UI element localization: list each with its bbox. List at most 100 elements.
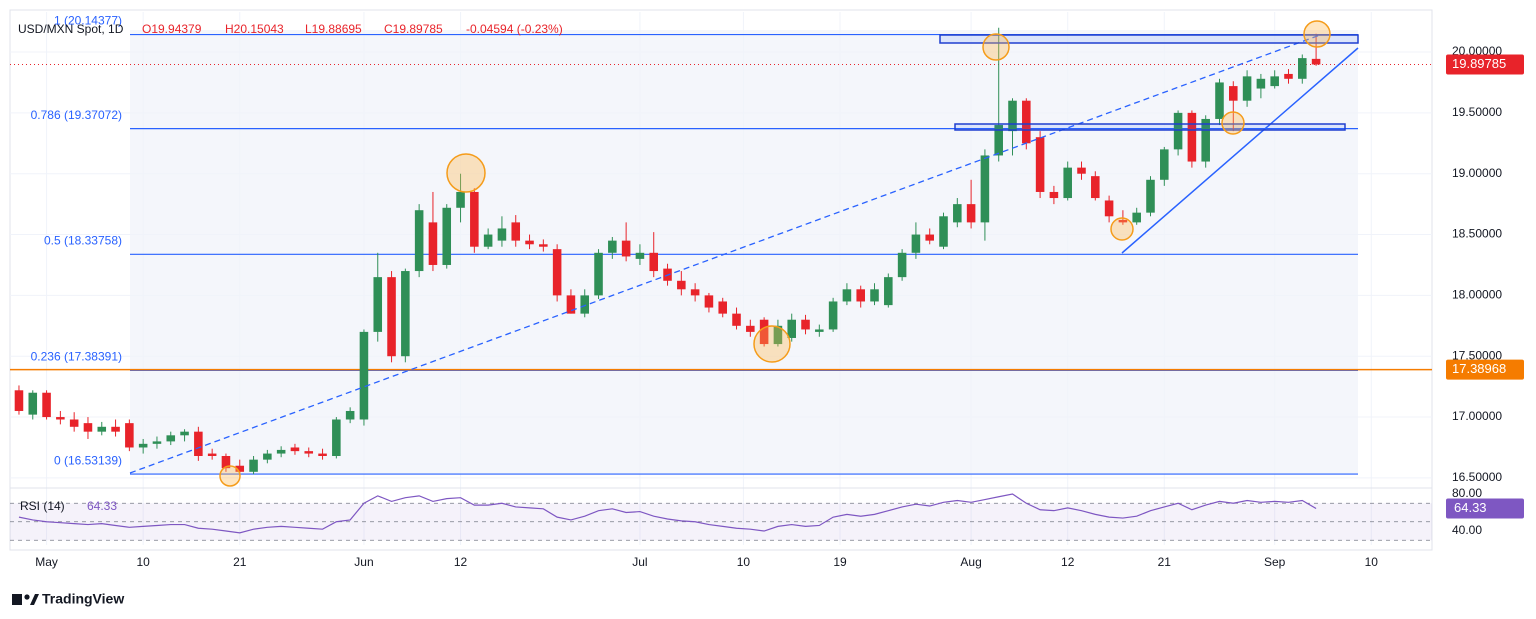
fib-label: 0.5 (18.33758) — [44, 233, 122, 247]
candle-body — [1146, 179, 1155, 213]
candle-body — [138, 443, 148, 448]
x-tick-label: Aug — [960, 555, 981, 569]
candle-body — [483, 234, 493, 247]
rsi-tick-label: 40.00 — [1452, 523, 1482, 537]
candle-body — [42, 392, 51, 418]
candle-body — [828, 301, 838, 330]
candle-body — [1160, 149, 1169, 180]
candle-body — [580, 295, 590, 314]
highlight-circle — [1303, 20, 1331, 48]
candle-body — [442, 207, 452, 265]
candle-body — [994, 125, 1003, 156]
candle-body — [69, 419, 79, 427]
logo-mark — [24, 594, 30, 600]
candle-body — [608, 240, 617, 253]
candle-body — [1270, 76, 1279, 87]
candle-body — [345, 410, 355, 420]
rsi-tick-label: 80.00 — [1452, 486, 1482, 500]
candle-body — [704, 295, 714, 308]
candle-body — [318, 453, 327, 456]
candle-body — [1022, 100, 1031, 144]
candle-body — [718, 301, 728, 314]
candle-body — [263, 453, 272, 460]
candle-body — [1077, 167, 1086, 174]
candle-body — [870, 289, 879, 302]
candle-body — [1132, 212, 1141, 223]
candle-body — [525, 240, 534, 245]
rsi-tag — [1446, 498, 1524, 519]
x-tick-label: 21 — [233, 555, 247, 569]
x-tick-label: 12 — [1061, 555, 1075, 569]
candle-body — [1173, 112, 1183, 150]
candle-body — [1242, 76, 1252, 101]
fib-background — [130, 30, 1358, 474]
candle-body — [1049, 191, 1059, 199]
candle-body — [980, 155, 990, 223]
rsi-value: 64.33 — [87, 499, 117, 513]
candle-body — [746, 325, 755, 332]
fib-label: 1 (20.14377) — [54, 14, 122, 28]
candle-body — [428, 222, 438, 265]
candle-body — [290, 447, 300, 452]
fib-label: 0.786 (19.37072) — [31, 108, 122, 122]
candle-body — [884, 277, 893, 306]
candle-body — [387, 277, 396, 357]
candle-body — [511, 222, 521, 241]
change: -0.04594 (-0.23%) — [466, 22, 563, 36]
y-tick-label: 18.00000 — [1452, 288, 1502, 302]
candle-body — [1298, 58, 1307, 79]
candle-body — [539, 244, 548, 247]
candle-body — [939, 216, 948, 247]
candle-body — [1229, 86, 1238, 101]
candle-body — [414, 210, 424, 272]
price-tag-label: 19.89785 — [1452, 56, 1506, 71]
candle-body — [28, 392, 38, 415]
candle-body — [332, 419, 341, 456]
x-tick-label: 19 — [833, 555, 847, 569]
price-tag — [1446, 54, 1524, 75]
candle-body — [925, 234, 934, 241]
candle-body — [1104, 200, 1114, 217]
y-tick-label: 17.50000 — [1452, 348, 1502, 362]
fib-label: 0 (16.53139) — [54, 453, 122, 467]
candle-body — [1118, 219, 1128, 223]
candle-body — [842, 289, 852, 302]
candle-body — [649, 252, 659, 272]
candle-body — [732, 313, 741, 326]
close: C19.89785 — [384, 22, 443, 36]
candle-body — [759, 319, 769, 345]
candle-body — [677, 280, 686, 290]
x-tick-label: 10 — [1365, 555, 1379, 569]
y-tick-label: 16.50000 — [1452, 470, 1502, 484]
candle-body — [470, 191, 479, 247]
highlight-circle — [446, 153, 486, 193]
candle-body — [456, 191, 465, 208]
candles — [14, 27, 1321, 476]
rsi-pane: RSI (14) 64.33 — [10, 487, 1432, 541]
candle-body — [953, 204, 962, 223]
x-tick-label: 10 — [737, 555, 751, 569]
support-box — [954, 123, 1346, 131]
candle-body — [856, 289, 865, 302]
candle-body — [1091, 176, 1100, 199]
candle-body — [497, 228, 507, 241]
grid — [10, 12, 1432, 545]
candle-body — [1063, 167, 1072, 199]
x-tick-label: Jul — [632, 555, 647, 569]
candle-body — [373, 277, 383, 332]
logo-mark — [30, 594, 39, 605]
candle-body — [690, 289, 700, 296]
candle-body — [773, 325, 783, 345]
brand: TradingView — [42, 591, 124, 607]
rsi-name: RSI (14) — [20, 499, 65, 513]
candle-body — [966, 204, 976, 223]
high: H20.15043 — [225, 22, 284, 36]
candle-body — [1035, 137, 1045, 192]
candle-body — [359, 331, 369, 420]
highlight-circle — [753, 325, 791, 363]
candle-body — [1284, 73, 1293, 79]
candle-body — [635, 252, 645, 259]
y-tick-label: 17.00000 — [1452, 409, 1502, 423]
trend-line — [1121, 47, 1359, 254]
